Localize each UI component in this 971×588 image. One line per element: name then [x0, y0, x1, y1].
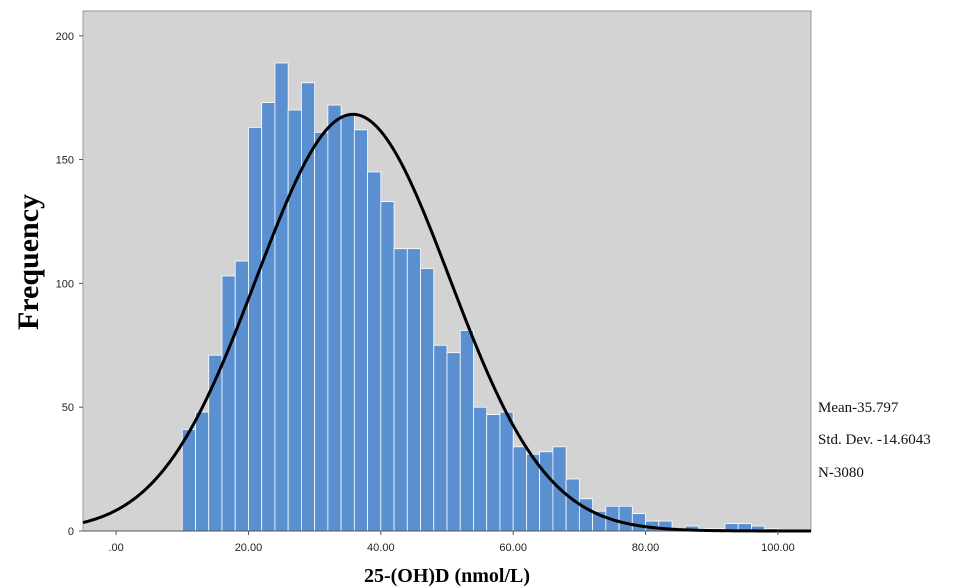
- histogram-bar: [631, 513, 646, 532]
- y-axis-label: Frequency: [12, 194, 45, 330]
- histogram-bar: [578, 498, 594, 532]
- y-tick-label: 150: [56, 155, 74, 167]
- histogram-bar: [459, 330, 474, 532]
- x-tick-label: 20.00: [235, 542, 263, 554]
- histogram-bar: [221, 275, 236, 532]
- histogram-bar: [486, 414, 501, 532]
- y-tick-label: 100: [56, 278, 74, 290]
- histogram-bar: [433, 344, 448, 532]
- histogram-bar: [406, 248, 421, 532]
- normal-curve: [82, 112, 811, 533]
- histogram-bar: [565, 478, 580, 532]
- histogram-bar: [499, 411, 514, 532]
- stat-mean: Mean-35.797: [818, 400, 899, 416]
- y-tick-label: 200: [56, 31, 74, 43]
- x-tick-label: 60.00: [499, 542, 527, 554]
- histogram-bar: [539, 451, 554, 532]
- histogram-bar: [261, 102, 276, 532]
- histogram-bar: [274, 62, 289, 532]
- histogram-bar: [367, 171, 382, 532]
- histogram-bar: [446, 352, 461, 532]
- histogram-bar: [340, 114, 355, 532]
- histogram-bar: [353, 129, 368, 532]
- histogram-bar: [473, 406, 488, 532]
- histogram-bars: [181, 62, 779, 532]
- y-tick-labels: 0 50 100 150 200: [56, 31, 83, 538]
- histogram-bar: [618, 505, 633, 532]
- histogram-bar: [380, 201, 395, 532]
- histogram-bar: [393, 248, 408, 532]
- histogram-bar: [248, 126, 263, 532]
- histogram-bar: [327, 104, 342, 532]
- x-tick-label: .00: [108, 542, 123, 554]
- histogram-bar: [512, 446, 527, 532]
- x-tick-label: 100.00: [761, 542, 795, 554]
- stat-n: N-3080: [818, 465, 864, 481]
- y-tick-label: 50: [62, 402, 74, 414]
- x-axis-label: 25-(OH)D (nmol/L): [364, 565, 530, 587]
- histogram-bar: [314, 131, 329, 532]
- histogram-bar: [195, 411, 210, 532]
- histogram-bar: [420, 268, 435, 532]
- y-tick-label: 0: [68, 526, 74, 538]
- x-tick-label: 40.00: [367, 542, 395, 554]
- stat-std-dev: Std. Dev. -14.6043: [818, 432, 931, 448]
- x-tick-label: 80.00: [632, 542, 660, 554]
- histogram-bar: [181, 429, 196, 532]
- x-tick-labels: .00 20.00 40.00 60.00 80.00 100.00: [108, 531, 795, 554]
